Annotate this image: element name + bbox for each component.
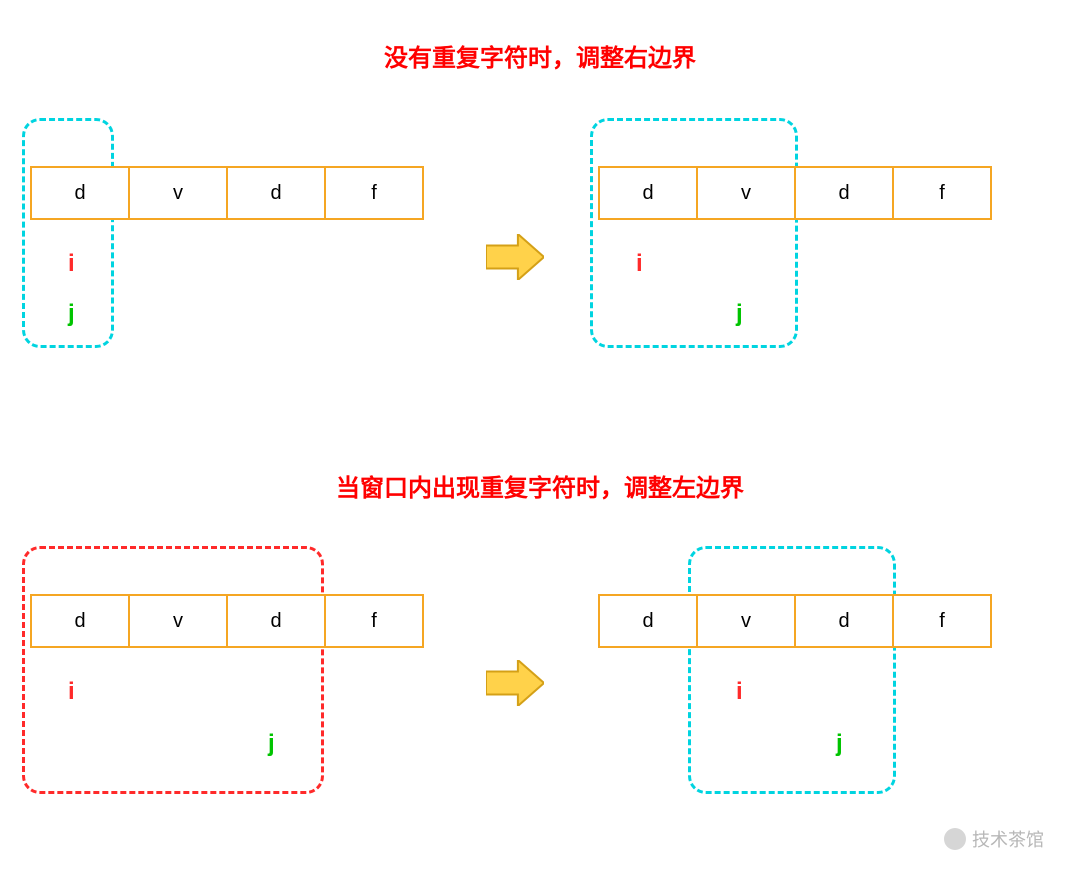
pointer-j: j xyxy=(68,300,75,328)
array-cell: v xyxy=(696,594,796,648)
array-cell: d xyxy=(598,166,698,220)
array-cell: d xyxy=(226,594,326,648)
watermark-text: 技术茶馆 xyxy=(972,826,1044,852)
title-bottom: 当窗口内出现重复字符时，调整左边界 xyxy=(336,468,744,503)
pointer-i: i xyxy=(68,678,75,706)
arrow-right-icon xyxy=(486,660,544,706)
array-cell: f xyxy=(892,166,992,220)
array-cell: v xyxy=(128,594,228,648)
array-top-right: dvdf xyxy=(598,166,992,220)
pointer-j: j xyxy=(836,730,843,758)
array-cell: v xyxy=(696,166,796,220)
sliding-window-bottom-right xyxy=(688,546,896,794)
array-cell: f xyxy=(892,594,992,648)
pointer-i: i xyxy=(68,250,75,278)
array-cell: d xyxy=(226,166,326,220)
pointer-i: i xyxy=(636,250,643,278)
array-cell: d xyxy=(794,166,894,220)
array-cell: f xyxy=(324,166,424,220)
array-cell: v xyxy=(128,166,228,220)
watermark: 技术茶馆 xyxy=(944,826,1044,852)
array-cell: d xyxy=(598,594,698,648)
array-bottom-right: dvdf xyxy=(598,594,992,648)
pointer-j: j xyxy=(268,730,275,758)
array-bottom-left: dvdf xyxy=(30,594,424,648)
sliding-window-top-right xyxy=(590,118,798,348)
array-top-left: dvdf xyxy=(30,166,424,220)
diagram-canvas: 没有重复字符时，调整右边界 当窗口内出现重复字符时，调整左边界 dvdf dvd… xyxy=(0,0,1080,876)
array-cell: d xyxy=(30,594,130,648)
array-cell: f xyxy=(324,594,424,648)
title-top: 没有重复字符时，调整右边界 xyxy=(384,38,696,73)
arrow-right-icon xyxy=(486,234,544,280)
watermark-icon xyxy=(944,828,966,850)
pointer-i: i xyxy=(736,678,743,706)
sliding-window-bottom-left xyxy=(22,546,324,794)
array-cell: d xyxy=(30,166,130,220)
pointer-j: j xyxy=(736,300,743,328)
array-cell: d xyxy=(794,594,894,648)
